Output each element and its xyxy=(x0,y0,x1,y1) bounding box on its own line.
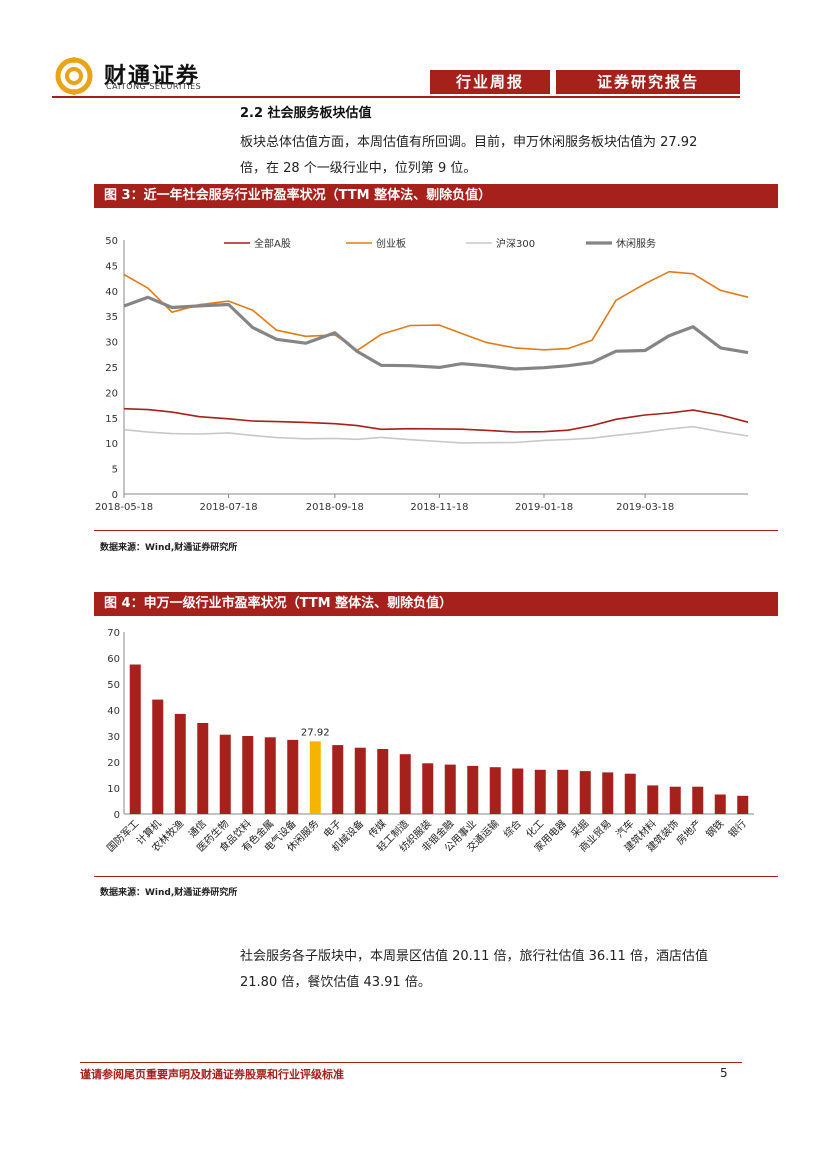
paragraph-line: 社会服务各子版块中，本周景区估值 20.11 倍，旅行社估值 36.11 倍，酒… xyxy=(240,949,708,964)
paragraph-line: 21.80 倍，餐饮估值 43.91 倍。 xyxy=(240,975,431,990)
bar xyxy=(399,754,411,814)
x-tick-label: 2019-01-18 xyxy=(515,502,573,513)
sub-sector-paragraph: 社会服务各子版块中，本周景区估值 20.11 倍，旅行社估值 36.11 倍，酒… xyxy=(240,944,746,996)
y-tick-label: 70 xyxy=(107,628,120,639)
bar xyxy=(624,773,636,814)
y-tick-label: 35 xyxy=(105,312,118,323)
bar xyxy=(579,771,591,814)
legend-label: 休闲服务 xyxy=(616,237,656,250)
x-tick-label: 国防军工 xyxy=(104,817,141,854)
series-line xyxy=(123,407,749,433)
figure4-divider xyxy=(94,876,778,877)
legend-label: 全部A股 xyxy=(254,237,291,250)
figure3-title: 图 3：近一年社会服务行业市盈率状况（TTM 整体法、剔除负值） xyxy=(94,184,778,208)
brand-name-en: CAITONG SECURITIES xyxy=(106,82,202,91)
y-tick-label: 0 xyxy=(114,810,120,821)
brand-name-cn: 财通证券 xyxy=(104,64,201,89)
bar xyxy=(669,786,681,814)
pe-line-chart: 0 5 10 15 20 25 30 35 40 45 50 2018-05-18 2018-07-18… xyxy=(95,236,749,513)
bar xyxy=(129,664,141,814)
x-tick-label: 综合 xyxy=(501,817,524,840)
bar xyxy=(152,699,164,814)
x-tick-label: 2019-03-18 xyxy=(616,502,674,513)
bar xyxy=(219,734,231,814)
series-line xyxy=(123,425,749,444)
legend-label: 创业板 xyxy=(376,237,406,250)
bar xyxy=(287,739,299,814)
bar xyxy=(377,749,389,814)
bar xyxy=(692,786,704,814)
y-tick-label: 5 xyxy=(112,465,118,476)
bar xyxy=(602,772,614,814)
legend-label: 沪深300 xyxy=(496,237,535,250)
series-line xyxy=(123,270,749,352)
caitong-logo-icon xyxy=(55,57,93,95)
x-tick-label: 2018-09-18 xyxy=(306,502,364,513)
y-tick-label: 30 xyxy=(107,732,120,743)
bar xyxy=(467,765,479,814)
y-tick-label: 30 xyxy=(105,338,118,349)
footer-disclaimer: 谨请参阅尾页重要声明及财通证券股票和行业评级标准 xyxy=(80,1068,344,1081)
x-tick-label: 2018-11-18 xyxy=(410,502,468,513)
paragraph-line: 倍，在 28 个一级行业中，位列第 9 位。 xyxy=(240,161,477,176)
y-tick-label: 10 xyxy=(107,784,120,795)
bar xyxy=(557,769,569,814)
x-tick-label: 钢铁 xyxy=(703,817,726,840)
bar xyxy=(444,764,456,814)
bar xyxy=(197,723,209,814)
bar xyxy=(264,737,276,814)
bar xyxy=(354,747,366,814)
y-tick-label: 20 xyxy=(105,388,118,399)
bar xyxy=(714,794,726,814)
bar xyxy=(332,745,344,814)
y-tick-label: 20 xyxy=(107,758,120,769)
section-title: 2.2 社会服务板块估值 xyxy=(240,106,372,121)
x-tick-label: 2018-07-18 xyxy=(200,502,258,513)
y-tick-label: 50 xyxy=(105,236,118,247)
report-category-tag: 证券研究报告 xyxy=(556,70,740,94)
y-tick-label: 15 xyxy=(105,414,118,425)
bar xyxy=(309,741,321,814)
y-tick-label: 40 xyxy=(105,287,118,298)
series-line xyxy=(123,295,749,371)
bar xyxy=(422,763,434,814)
figure4-title: 图 4：申万一级行业市盈率状况（TTM 整体法、剔除负值） xyxy=(94,592,778,616)
y-tick-label: 10 xyxy=(105,439,118,450)
bar xyxy=(242,736,254,814)
footer-divider xyxy=(80,1062,742,1063)
paragraph-line: 板块总体估值方面，本周估值有所回调。目前，申万休闲服务板块估值为 27.92 xyxy=(240,135,698,150)
bar xyxy=(174,713,186,814)
bar xyxy=(534,769,546,814)
highlight-data-label: 27.92 xyxy=(301,727,330,738)
x-tick-label: 2018-05-18 xyxy=(95,502,153,513)
y-tick-label: 40 xyxy=(107,706,120,717)
figure4-source: 数据来源：Wind,财通证券研究所 xyxy=(100,888,238,898)
y-tick-label: 45 xyxy=(105,261,118,272)
header-divider xyxy=(52,96,740,98)
y-tick-label: 25 xyxy=(105,363,118,374)
y-tick-label: 50 xyxy=(107,680,120,691)
bar xyxy=(489,767,501,814)
bar xyxy=(512,768,524,814)
y-tick-label: 60 xyxy=(107,654,120,665)
figure3-source: 数据来源：Wind,财通证券研究所 xyxy=(100,543,238,553)
bar xyxy=(647,785,659,814)
valuation-paragraph: 板块总体估值方面，本周估值有所回调。目前，申万休闲服务板块估值为 27.92 倍… xyxy=(240,130,746,182)
y-tick-label: 0 xyxy=(112,490,118,501)
x-tick-label: 房地产 xyxy=(673,817,703,847)
report-type-tag: 行业周报 xyxy=(430,70,550,94)
page-number: 5 xyxy=(720,1066,728,1080)
bar xyxy=(737,795,749,814)
x-tick-label: 银行 xyxy=(726,817,749,840)
figure3-divider xyxy=(94,530,778,531)
